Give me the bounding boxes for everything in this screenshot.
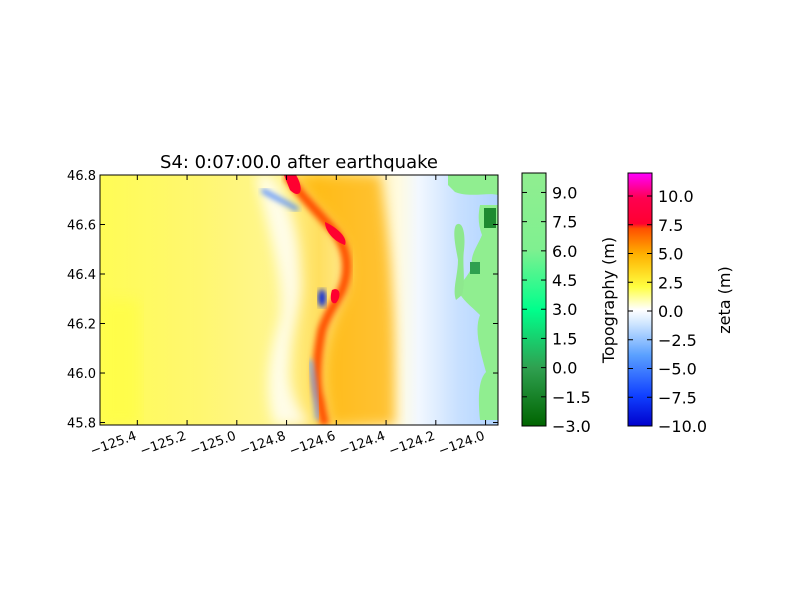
land-coast bbox=[458, 205, 498, 420]
wave-peak-mid bbox=[325, 222, 346, 245]
wave-peak-south bbox=[330, 289, 340, 304]
topography-colorbar-ticks: −3.0 −1.5 0.0 1.5 3.0 4.5 6.0 7.5 9.0 bbox=[522, 183, 591, 436]
zeta-colorbar-label: zeta (m) bbox=[715, 266, 734, 333]
colorbar-tick-label: 3.0 bbox=[552, 300, 577, 319]
zeta-left-high bbox=[100, 300, 140, 425]
colorbar-tick-label: 1.5 bbox=[552, 329, 577, 348]
x-tick-label: −124.2 bbox=[387, 429, 437, 460]
colorbar-tick-label: −7.5 bbox=[658, 388, 697, 407]
x-tick-label: −124.6 bbox=[287, 429, 337, 460]
zeta-low-spot bbox=[318, 289, 326, 307]
x-tick-label: −124.4 bbox=[337, 429, 387, 460]
wave-body bbox=[292, 175, 395, 425]
colorbar-tick-label: 10.0 bbox=[658, 187, 694, 206]
colorbar-tick-label: 0.0 bbox=[552, 359, 577, 378]
x-tick-label: −125.2 bbox=[138, 429, 188, 460]
x-tick-label: −125.4 bbox=[88, 429, 138, 460]
land-spit bbox=[454, 223, 465, 300]
topography-colorbar bbox=[521, 172, 547, 427]
colorbar-tick-label: −3.0 bbox=[552, 417, 591, 436]
zeta-colorbar bbox=[627, 172, 653, 427]
y-tick-label: 46.8 bbox=[67, 169, 96, 184]
land-forest bbox=[484, 208, 496, 228]
colorbar-tick-label: −1.5 bbox=[552, 388, 591, 407]
x-tick-label: −124.8 bbox=[238, 429, 288, 460]
y-axis: 45.8 46.0 46.2 46.4 46.6 46.8 bbox=[67, 169, 498, 432]
zeta-colorbar-ticks: −10.0 −7.5 −5.0 −2.5 0.0 2.5 5.0 7.5 10.0 bbox=[628, 187, 707, 436]
heatmap-field bbox=[100, 175, 498, 425]
chart-title: S4: 0:07:00.0 after earthquake bbox=[160, 152, 438, 173]
zeta-low-streak-south bbox=[308, 359, 320, 421]
colorbar-tick-label: −10.0 bbox=[658, 417, 707, 436]
colorbar-tick-label: 7.5 bbox=[658, 216, 683, 235]
topography-colorbar-label: Topography (m) bbox=[599, 237, 618, 364]
wave-peak-north bbox=[284, 175, 301, 195]
land-hills bbox=[470, 262, 480, 274]
colorbar-tick-label: 6.0 bbox=[552, 242, 577, 261]
y-tick-label: 46.4 bbox=[67, 268, 96, 283]
y-tick-label: 45.8 bbox=[67, 417, 96, 432]
y-tick-label: 46.2 bbox=[67, 318, 96, 333]
y-tick-label: 46.6 bbox=[67, 219, 96, 234]
colorbar-tick-label: −5.0 bbox=[658, 360, 697, 379]
colorbar-tick-label: −2.5 bbox=[658, 331, 697, 350]
zeta-trough bbox=[255, 175, 310, 425]
colorbar-tick-label: 2.5 bbox=[658, 273, 683, 292]
land-north bbox=[448, 175, 498, 195]
x-tick-label: −125.0 bbox=[188, 429, 238, 460]
plot-frame bbox=[99, 174, 499, 426]
zeta-low-streak-north bbox=[260, 188, 300, 212]
y-tick-label: 46.0 bbox=[67, 367, 96, 382]
x-tick-label: −124.0 bbox=[437, 429, 487, 460]
colorbar-tick-label: 4.5 bbox=[552, 271, 577, 290]
colorbar-tick-label: 9.0 bbox=[552, 183, 577, 202]
colorbar-tick-label: 7.5 bbox=[552, 213, 577, 232]
colorbar-tick-label: 5.0 bbox=[658, 245, 683, 264]
colorbar-tick-label: 0.0 bbox=[658, 302, 683, 321]
